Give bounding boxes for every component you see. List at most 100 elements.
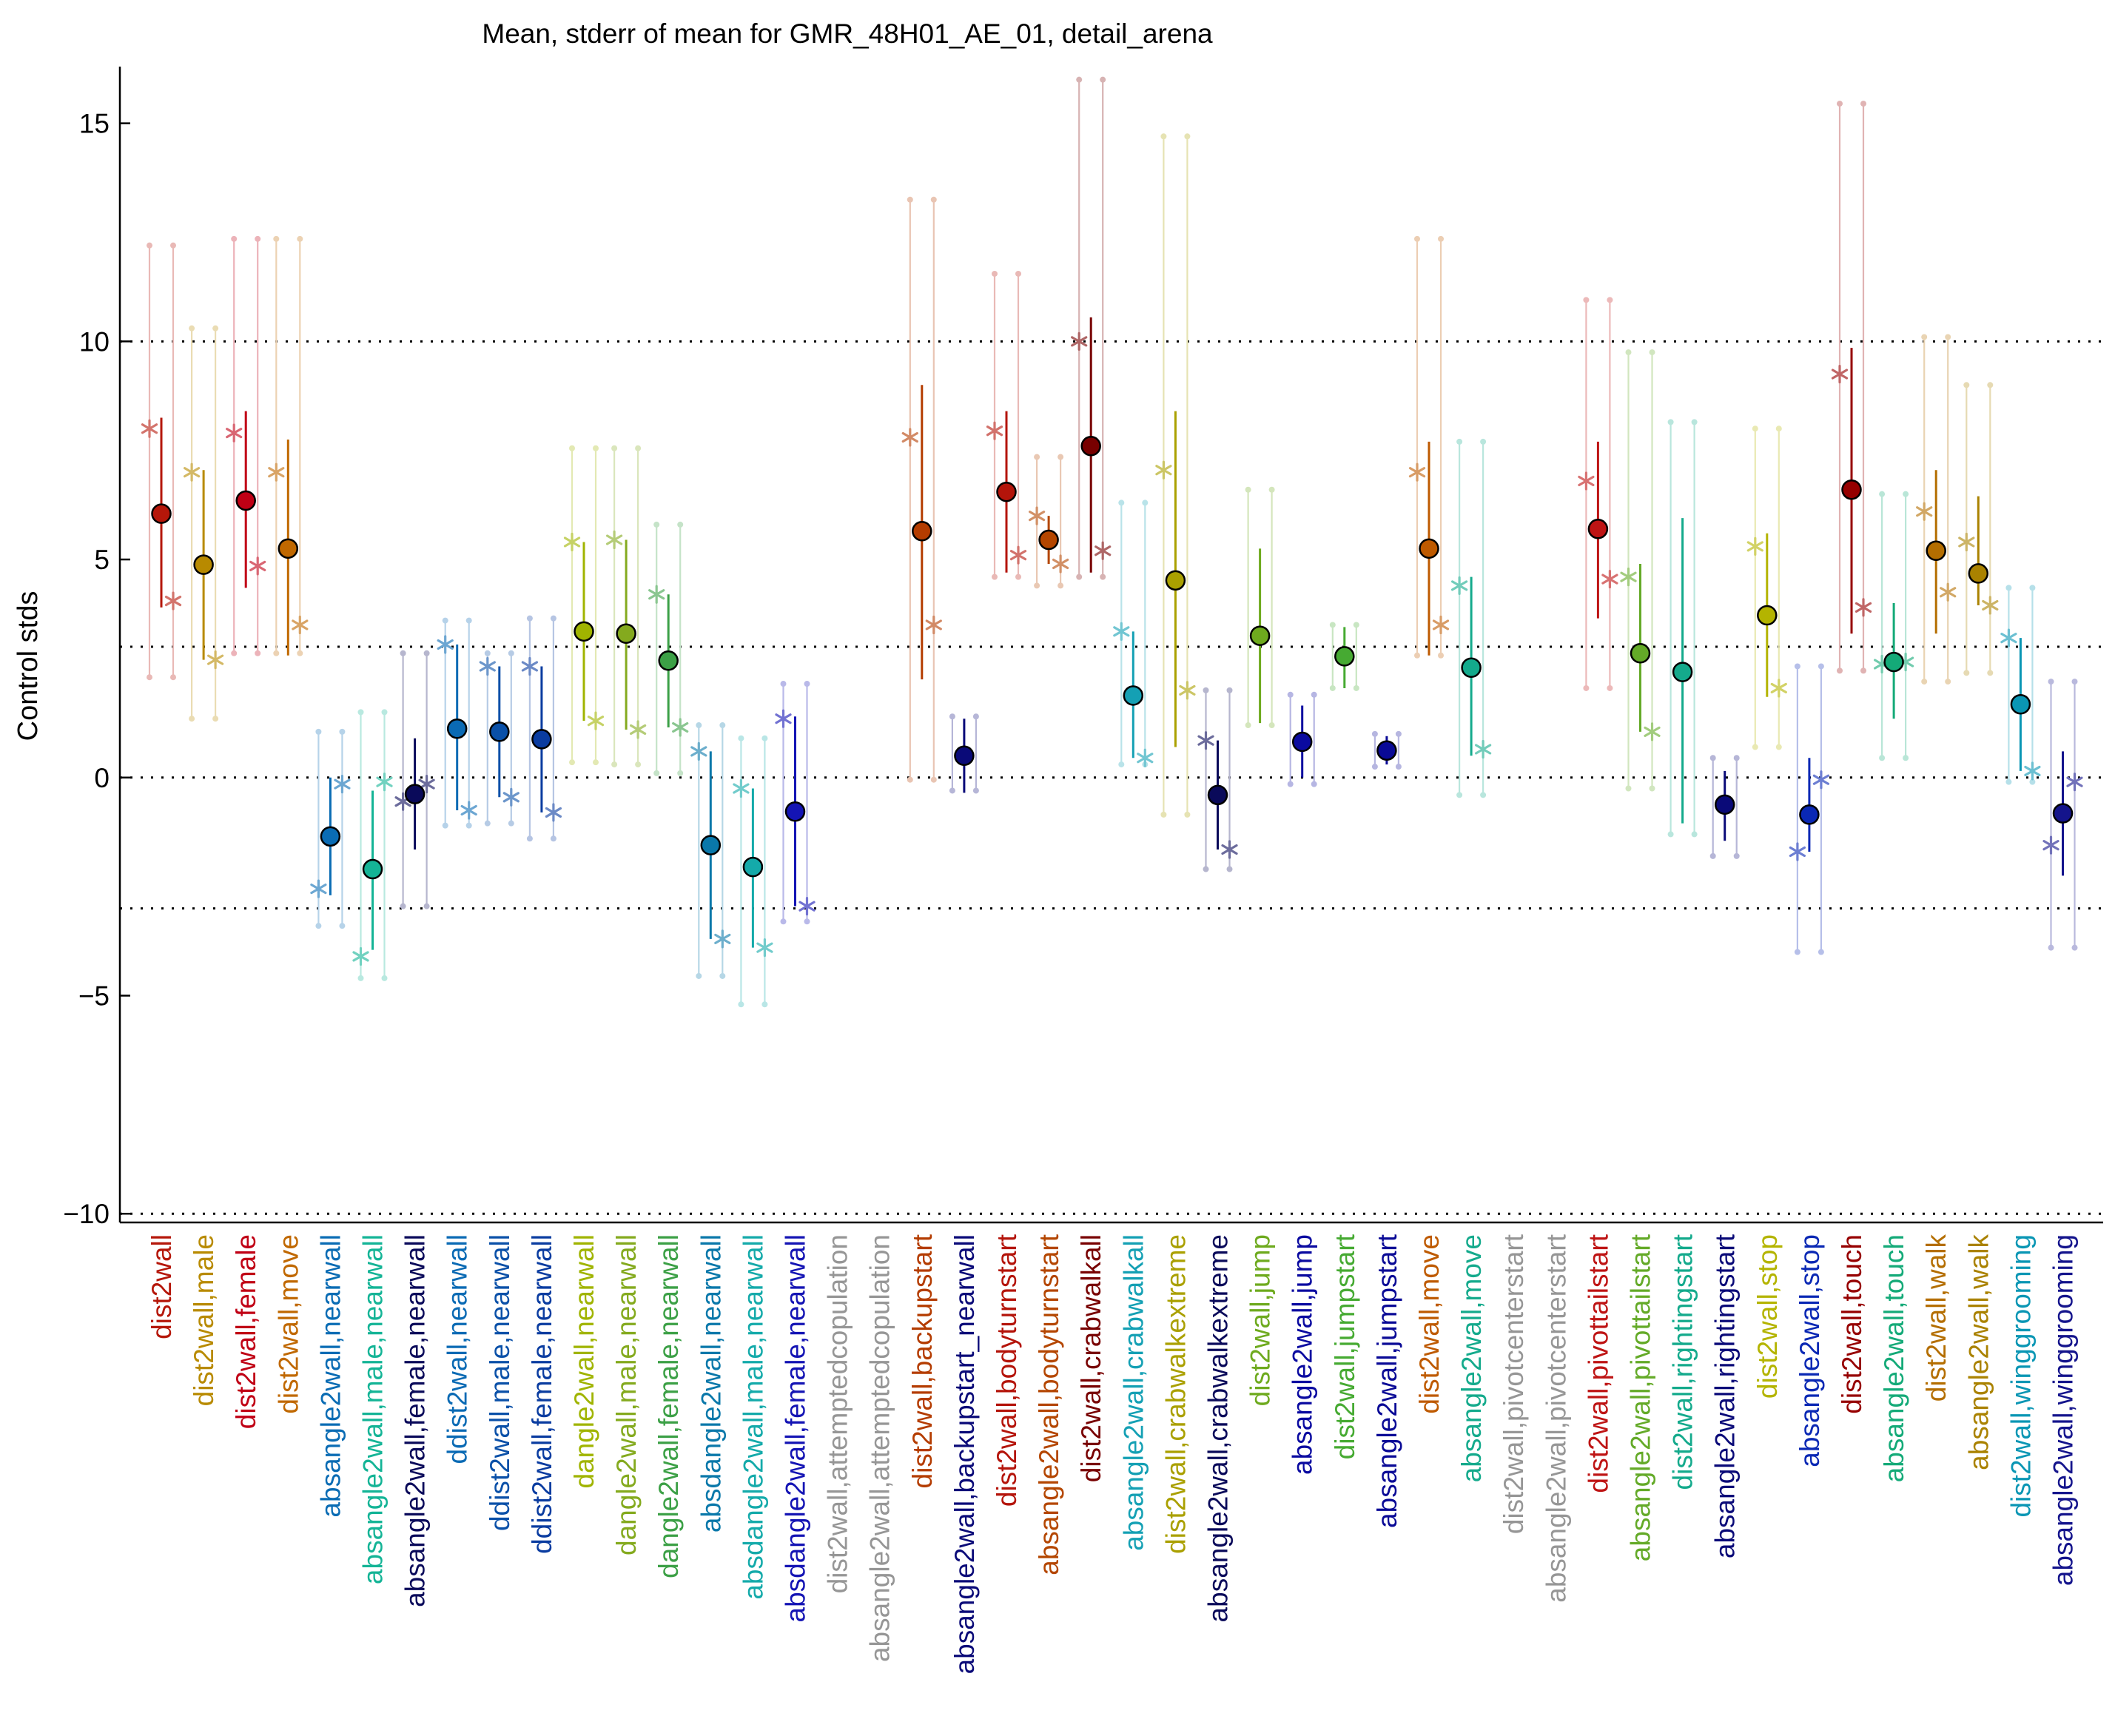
star-marker [690,741,707,761]
star-marker [1179,681,1196,700]
faint-endpoint [569,445,575,451]
faint-endpoint [1794,949,1800,955]
star-marker [1071,332,1088,351]
faint-endpoint [1775,744,1782,750]
faint-endpoint [2005,778,2012,785]
data-group [986,270,1027,580]
star-marker [648,585,665,604]
mean-point [320,826,341,847]
star-marker [629,720,647,739]
faint-endpoint [255,235,261,242]
faint-endpoint [484,650,491,656]
faint-endpoint [1607,684,1613,691]
faint-endpoint [339,728,346,735]
x-tick-label: dist2wall,rightingstart [1668,1234,1698,1490]
faint-endpoint [611,445,618,451]
data-group [901,196,942,783]
star-marker [1408,462,1426,482]
data-group [1245,486,1275,729]
faint-endpoint [1607,297,1613,303]
star-stroke [268,467,285,478]
star-stroke [1982,599,1999,611]
faint-endpoint [930,196,937,203]
star-stroke [1789,846,1806,858]
star-marker [672,718,689,737]
faint-endpoint [1268,722,1275,729]
faint-endpoint [339,923,346,929]
faint-endpoint [1625,349,1632,356]
data-group [268,235,309,656]
data-group [183,325,224,722]
star-marker [376,773,393,792]
faint-endpoint [738,1001,744,1008]
mean-point [1757,605,1778,626]
star-stroke [1474,744,1492,755]
faint-endpoint [1456,438,1463,445]
star-marker [1474,739,1492,759]
star-stroke [2024,765,2041,777]
x-tick-label: absangle2wall,move [1456,1234,1487,1482]
faint-endpoint [1076,573,1083,580]
star-stroke [648,589,665,600]
star-marker [1113,622,1130,641]
star-stroke [986,425,1003,437]
star-stroke [376,776,393,787]
star-marker [1432,615,1450,635]
star-stroke [1028,511,1046,522]
data-group [226,235,266,656]
faint-endpoint [1015,573,1021,580]
star-stroke [545,807,562,818]
star-stroke [1009,550,1027,561]
faint-endpoint [761,1001,768,1008]
faint-endpoint [1184,811,1191,818]
x-tick-label: dist2wall,male [189,1234,219,1406]
data-group [1371,730,1402,770]
faint-endpoint [1160,133,1167,140]
data-group [733,735,773,1008]
star-marker [2042,835,2059,855]
x-tick-label: absangle2wall,rightingstart [1710,1234,1741,1558]
faint-endpoint [1015,270,1021,277]
faint-endpoint [1860,101,1866,107]
star-marker [352,946,369,966]
faint-endpoint [972,787,979,794]
data-group [521,615,562,842]
x-tick-label: dist2wall,jumpstart [1330,1234,1360,1459]
faint-endpoint [1311,691,1317,698]
star-stroke [1601,573,1618,585]
faint-endpoint [1100,76,1106,83]
star-stroke [206,654,224,665]
faint-endpoint [315,923,322,929]
faint-endpoint [1118,499,1125,506]
star-stroke [756,942,773,953]
star-marker [292,615,309,635]
star-stroke [1450,580,1468,591]
star-stroke [1831,369,1849,380]
faint-endpoint [381,975,388,981]
gridlines [120,340,2103,1215]
star-marker [1095,541,1112,560]
faint-endpoint [1879,491,1886,497]
faint-endpoint [635,445,642,451]
faint-endpoint [1226,866,1233,872]
x-tick-label: dist2wall,winggrooming [2005,1234,2036,1518]
data-group [1873,491,1914,761]
star-marker [545,803,562,822]
star-stroke [1408,467,1426,478]
data-group [1746,425,1787,750]
star-marker [563,532,581,552]
x-tick-label: absangle2wall,winggrooming [2048,1234,2079,1586]
data-group [1789,663,1830,955]
star-marker [310,879,327,898]
faint-endpoint [212,716,219,722]
star-marker [334,775,351,794]
star-marker [521,656,539,676]
star-stroke [798,901,816,912]
mean-point [489,721,510,742]
faint-endpoint [442,617,448,624]
faint-endpoint [1987,670,1994,676]
mean-point [1419,538,1439,559]
star-marker [2024,761,2041,781]
mean-point [446,719,468,739]
faint-endpoint [949,713,955,720]
